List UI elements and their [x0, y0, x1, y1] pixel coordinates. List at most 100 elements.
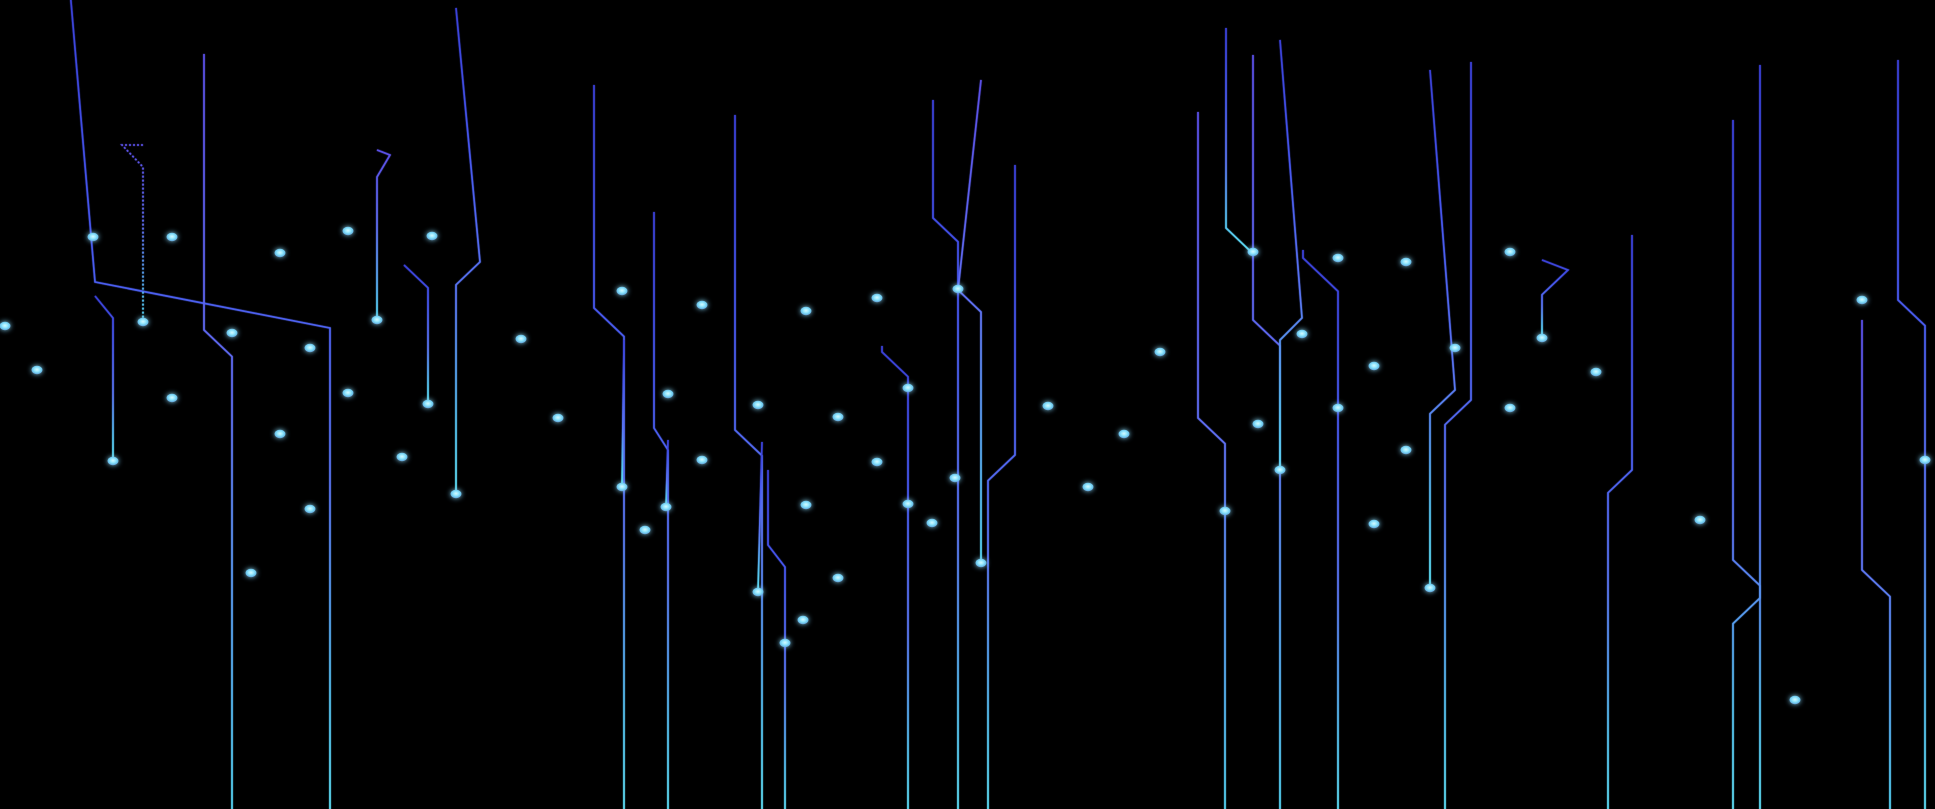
node-layer [0, 226, 1931, 705]
terminal-node-icon [515, 334, 527, 344]
terminal-node-icon [1332, 253, 1344, 263]
terminal-node-icon [616, 482, 628, 492]
terminal-node-icon [616, 286, 628, 296]
terminal-node-icon [342, 388, 354, 398]
terminal-node-icon [422, 399, 434, 409]
circuit-trace [757, 441, 763, 593]
terminal-node-icon [1789, 695, 1801, 705]
circuit-trace [932, 100, 959, 809]
terminal-node-icon [304, 504, 316, 514]
terminal-node-icon [696, 455, 708, 465]
terminal-node-icon [107, 456, 119, 466]
terminal-node-icon [1536, 333, 1548, 343]
terminal-node-icon [1247, 247, 1259, 257]
terminal-node-icon [952, 284, 964, 294]
circuit-trace [621, 339, 625, 488]
terminal-node-icon [1368, 519, 1380, 529]
circuit-trace [203, 54, 233, 809]
terminal-node-icon [274, 248, 286, 258]
terminal-node-icon [832, 573, 844, 583]
circuit-trace [1279, 39, 1303, 470]
circuit-trace [767, 470, 786, 809]
terminal-node-icon [1296, 329, 1308, 339]
terminal-node-icon [342, 226, 354, 236]
terminal-node-icon [1400, 257, 1412, 267]
terminal-node-icon [926, 518, 938, 528]
terminal-node-icon [450, 489, 462, 499]
circuit-trace [1541, 259, 1570, 338]
terminal-node-icon [752, 587, 764, 597]
circuit-trace [403, 264, 429, 404]
circuit-trace [1444, 62, 1472, 809]
terminal-node-icon [1118, 429, 1130, 439]
terminal-node-icon [396, 452, 408, 462]
terminal-node-icon [552, 413, 564, 423]
terminal-node-icon [0, 321, 11, 331]
circuit-trace [653, 212, 669, 809]
terminal-node-icon [426, 231, 438, 241]
circuit-trace [957, 79, 982, 563]
terminal-node-icon [949, 473, 961, 483]
terminal-node-icon [31, 365, 43, 375]
circuit-trace [94, 295, 114, 461]
terminal-node-icon [1400, 445, 1412, 455]
circuit-trace [987, 165, 1016, 809]
circuit-trace [1607, 235, 1633, 809]
terminal-node-icon [371, 315, 383, 325]
terminal-node-icon [871, 293, 883, 303]
circuit-trace [1252, 55, 1281, 809]
terminal-node-icon [137, 317, 149, 327]
terminal-node-icon [660, 502, 672, 512]
terminal-node-icon [1154, 347, 1166, 357]
terminal-node-icon [832, 412, 844, 422]
terminal-node-icon [696, 300, 708, 310]
terminal-node-icon [1042, 401, 1054, 411]
terminal-node-icon [166, 393, 178, 403]
terminal-node-icon [1504, 403, 1516, 413]
circuit-trace [1197, 112, 1226, 809]
trace-layer [4, 0, 1926, 809]
terminal-node-icon [226, 328, 238, 338]
terminal-node-icon [1590, 367, 1602, 377]
circuit-trace [665, 439, 669, 508]
circuit-trace [455, 7, 481, 494]
circuit-trace [1897, 60, 1926, 809]
terminal-node-icon [304, 343, 316, 353]
terminal-node-icon [1274, 465, 1286, 475]
terminal-node-icon [245, 568, 257, 578]
circuit-trace [1732, 120, 1761, 809]
terminal-node-icon [1694, 515, 1706, 525]
terminal-node-icon [87, 232, 99, 242]
circuit-trace [881, 346, 909, 809]
terminal-node-icon [1449, 343, 1461, 353]
circuit-trace [1302, 250, 1339, 809]
terminal-node-icon [779, 638, 791, 648]
circuit-trace [1429, 69, 1456, 588]
circuit-trace [593, 85, 625, 809]
circuit-trace [734, 115, 763, 809]
terminal-node-icon [800, 306, 812, 316]
terminal-node-icon [1252, 419, 1264, 429]
terminal-node-icon [662, 389, 674, 399]
circuit-trace [70, 0, 331, 809]
circuit-trace [120, 144, 144, 322]
terminal-node-icon [902, 499, 914, 509]
terminal-node-icon [752, 400, 764, 410]
terminal-node-icon [1919, 455, 1931, 465]
terminal-node-icon [1219, 506, 1231, 516]
terminal-node-icon [797, 615, 809, 625]
terminal-node-icon [975, 558, 987, 568]
terminal-node-icon [1082, 482, 1094, 492]
circuit-trace [1732, 65, 1761, 809]
terminal-node-icon [902, 383, 914, 393]
terminal-node-icon [166, 232, 178, 242]
circuit-trace [376, 149, 392, 320]
terminal-node-icon [1504, 247, 1516, 257]
circuit-trace [1861, 320, 1891, 809]
terminal-node-icon [800, 500, 812, 510]
terminal-node-icon [274, 429, 286, 439]
terminal-node-icon [1368, 361, 1380, 371]
